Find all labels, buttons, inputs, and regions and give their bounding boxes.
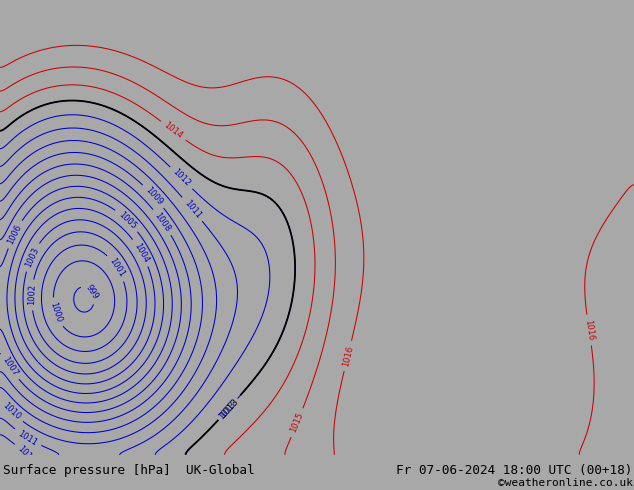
Text: 1004: 1004 [132,241,150,264]
Text: 1013: 1013 [219,396,240,419]
Text: 1015: 1015 [289,412,305,434]
Text: 1012: 1012 [171,168,192,189]
Text: Fr 07-06-2024 18:00 UTC (00+18): Fr 07-06-2024 18:00 UTC (00+18) [396,464,633,477]
Text: 1010: 1010 [0,401,22,421]
Text: 1006: 1006 [6,223,23,245]
Text: 999: 999 [84,283,100,301]
Text: 1016: 1016 [341,344,354,367]
Text: 1009: 1009 [143,185,164,207]
Text: 1011: 1011 [16,429,39,447]
Text: 1014: 1014 [162,121,184,141]
Text: 1001: 1001 [108,256,126,279]
Text: 1007: 1007 [0,355,20,378]
Text: 1000: 1000 [48,301,63,324]
Text: 1013: 1013 [217,399,238,421]
Text: 1008: 1008 [153,211,172,233]
Text: 1002: 1002 [27,284,37,306]
Text: 1003: 1003 [23,245,40,269]
Text: 1016: 1016 [583,319,595,341]
Text: 1005: 1005 [117,210,138,231]
Text: ©weatheronline.co.uk: ©weatheronline.co.uk [498,478,633,488]
Text: Surface pressure [hPa]  UK-Global: Surface pressure [hPa] UK-Global [3,464,255,477]
Text: 1012: 1012 [15,444,37,465]
Text: 1011: 1011 [182,198,202,220]
